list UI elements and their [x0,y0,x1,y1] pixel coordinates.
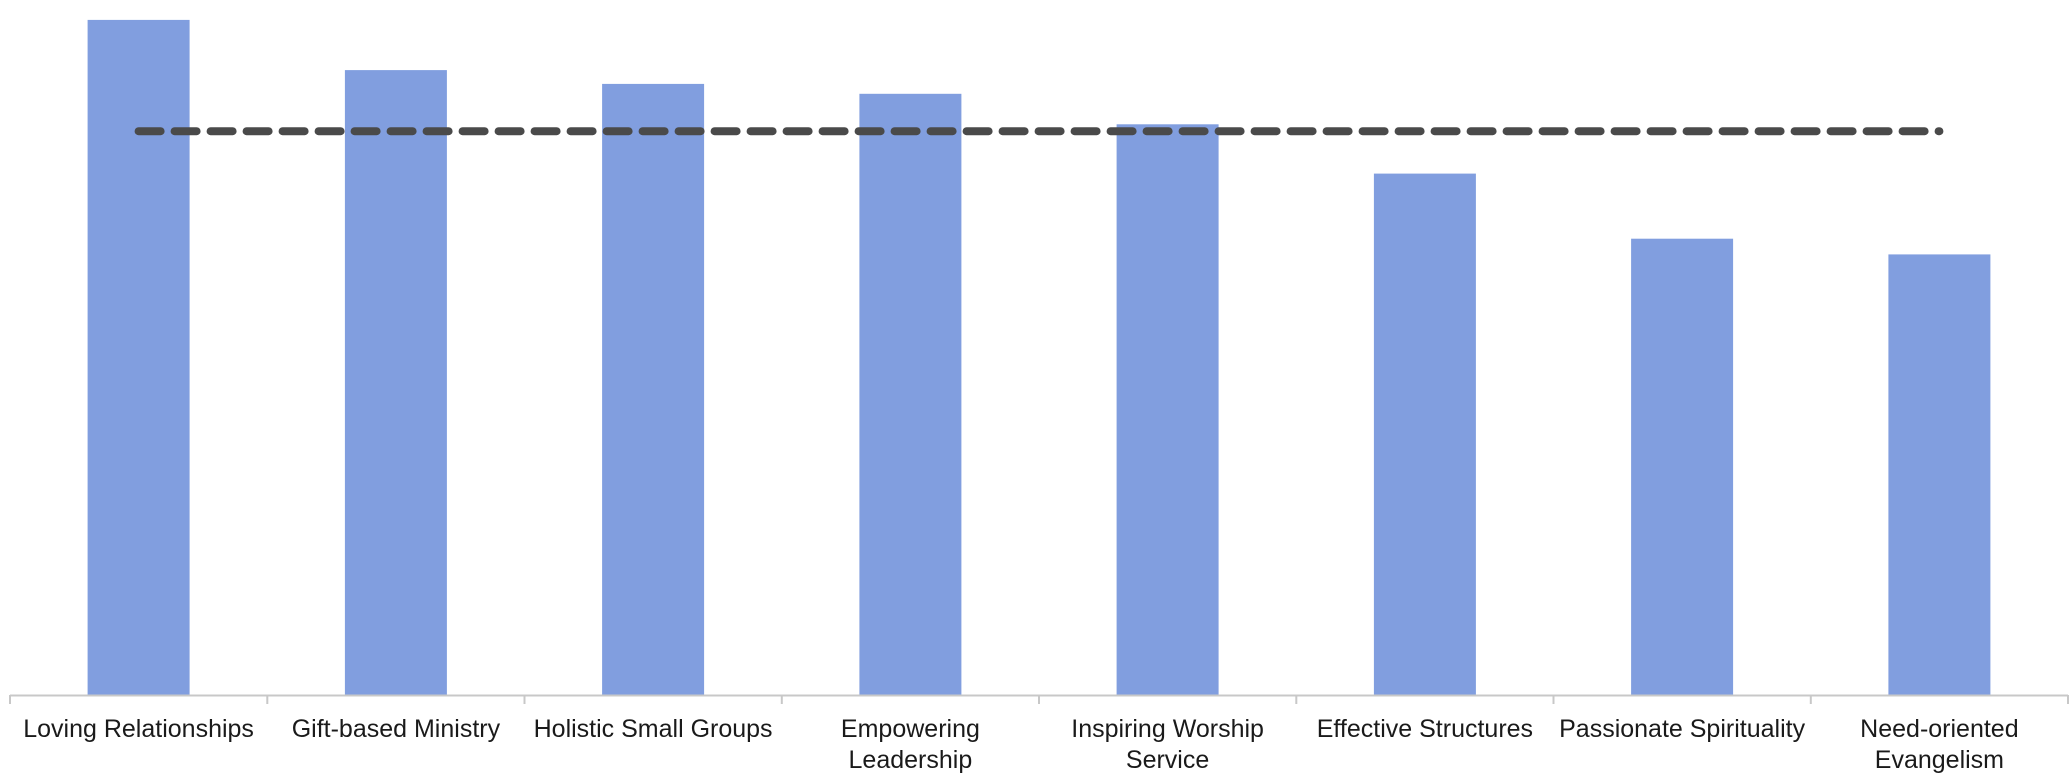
x-tick-label-line: Gift-based Ministry [292,715,501,743]
x-tick-label-line: Passionate Spirituality [1559,715,1805,743]
x-tick-label: Passionate Spirituality [1559,715,1805,743]
bar-5 [1116,124,1219,696]
x-tick-label-line: Empowering [841,715,980,743]
bar-2 [344,70,447,696]
x-tick-label: Effective Structures [1317,715,1533,743]
bar-7 [1631,238,1734,695]
x-tick-labels: Loving Relationships Gift-based Ministry H… [23,715,2018,774]
bars-layer [87,19,1991,696]
x-tick-label-line: Evangelism [1875,746,2004,773]
x-tick-label-line: Loving Relationships [23,715,254,743]
x-tick-label: Empowering Leadership [841,715,980,773]
bar-8 [1888,254,1991,695]
x-tick-label: Loving Relationships [23,715,254,743]
x-tick-label-line: Need-oriented [1860,715,2018,743]
x-tick-label: Inspiring Worship Service [1071,715,1264,773]
x-tick-label-line: Effective Structures [1317,715,1533,743]
x-tick-label: Need-oriented Evangelism [1860,715,2018,773]
x-tick-label: Gift-based Ministry [292,715,501,743]
x-tick-label-line: Inspiring Worship [1071,715,1264,743]
x-tick-label-line: Holistic Small Groups [534,715,773,743]
bar-6 [1373,173,1476,696]
x-tick-label-line: Service [1126,746,1209,773]
x-axis [9,694,2069,704]
x-tick-label-line: Leadership [849,746,973,773]
bar-1 [87,19,190,695]
x-tick-label: Holistic Small Groups [534,715,773,743]
bar-4 [859,93,962,696]
bar-3 [602,83,705,695]
